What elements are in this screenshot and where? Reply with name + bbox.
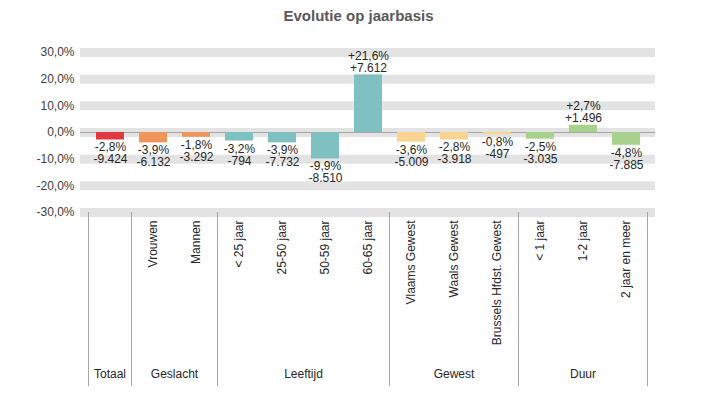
svg-text:-4,8%-7.885: -4,8%-7.885	[609, 146, 643, 172]
svg-text:-1,8%-3.292: -1,8%-3.292	[179, 138, 213, 164]
svg-text:30,0%: 30,0%	[40, 45, 74, 59]
svg-text:1-2 jaar: 1-2 jaar	[576, 220, 590, 261]
svg-text:-9,9%-8.510: -9,9%-8.510	[308, 159, 342, 185]
svg-text:2 jaar en meer: 2 jaar en meer	[619, 220, 633, 297]
svg-text:-3,9%-7.732: -3,9%-7.732	[265, 143, 299, 169]
svg-text:Leeftijd: Leeftijd	[284, 367, 323, 381]
svg-text:-2,5%-3.035: -2,5%-3.035	[523, 140, 557, 166]
svg-text:+21,6%+7.612: +21,6%+7.612	[348, 49, 389, 75]
svg-text:Brussels Hfdst. Gewest: Brussels Hfdst. Gewest	[490, 220, 504, 345]
svg-text:Mannen: Mannen	[189, 221, 203, 264]
svg-text:-2,8%-3.918: -2,8%-3.918	[437, 140, 471, 166]
svg-text:50-59 jaar: 50-59 jaar	[318, 221, 332, 275]
svg-text:-2,8%-9.424: -2,8%-9.424	[93, 140, 127, 166]
svg-text:-10,0%: -10,0%	[36, 152, 74, 166]
svg-text:+2,7%+1.496: +2,7%+1.496	[565, 99, 602, 125]
svg-text:< 1 jaar: < 1 jaar	[533, 220, 547, 260]
html-text:Evolutie op jaarbasis: Evolutie op jaarbasis	[283, 7, 434, 24]
svg-text:20,0%: 20,0%	[40, 72, 74, 86]
svg-text:< 25 jaar: < 25 jaar	[232, 221, 246, 268]
svg-text:-3,6%-5.009: -3,6%-5.009	[394, 143, 428, 169]
svg-text:Duur: Duur	[570, 367, 596, 381]
svg-text:Totaal: Totaal	[94, 367, 126, 381]
svg-text:Gewest: Gewest	[434, 367, 475, 381]
svg-text:Vlaams Gewest: Vlaams Gewest	[404, 220, 418, 305]
svg-text:60-65 jaar: 60-65 jaar	[361, 221, 375, 275]
svg-text:Waals Gewest: Waals Gewest	[447, 220, 461, 298]
svg-text:-30,0%: -30,0%	[36, 205, 74, 219]
svg-text:-3,9%-6.132: -3,9%-6.132	[136, 143, 170, 169]
svg-text:-3,2%-794: -3,2%-794	[224, 142, 256, 168]
svg-text:Vrouwen: Vrouwen	[146, 221, 160, 268]
svg-text:0,0%: 0,0%	[47, 125, 75, 139]
svg-text:25-50 jaar: 25-50 jaar	[275, 221, 289, 275]
svg-text:-0,8%-497: -0,8%-497	[482, 135, 514, 161]
svg-text:Geslacht: Geslacht	[151, 367, 199, 381]
svg-text:10,0%: 10,0%	[40, 99, 74, 113]
svg-text:-20,0%: -20,0%	[36, 179, 74, 193]
